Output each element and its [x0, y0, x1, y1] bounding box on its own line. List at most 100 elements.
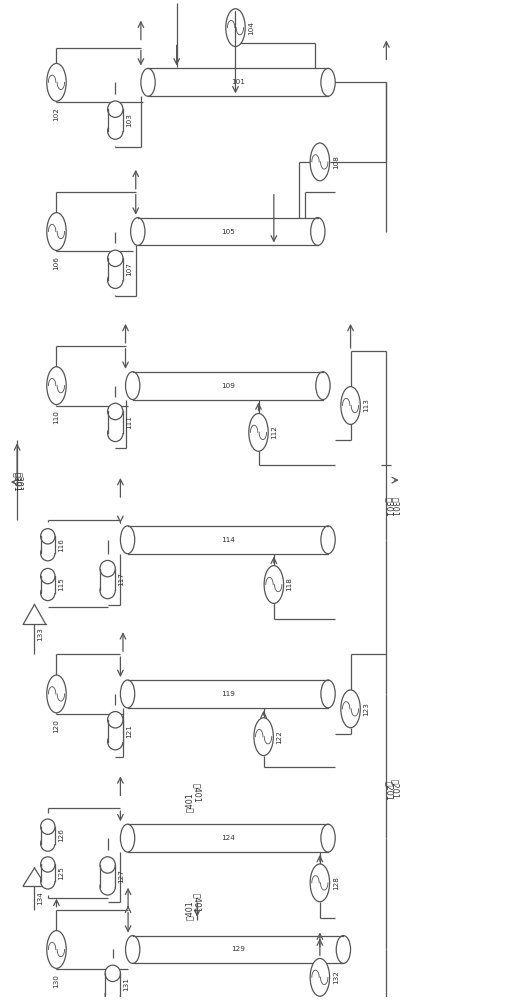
Bar	[128, 680, 328, 708]
Text: 130: 130	[53, 974, 59, 988]
Text: 133: 133	[38, 627, 43, 641]
Text: 至401: 至401	[185, 792, 193, 812]
Ellipse shape	[108, 272, 123, 288]
Text: 124: 124	[221, 835, 235, 841]
Circle shape	[226, 9, 245, 47]
Text: 126: 126	[58, 828, 64, 842]
Ellipse shape	[41, 836, 55, 851]
Text: 117: 117	[118, 573, 125, 586]
Text: 108: 108	[332, 155, 339, 169]
Text: 129: 129	[231, 946, 245, 952]
Text: 134: 134	[38, 891, 43, 905]
Ellipse shape	[41, 585, 55, 601]
Ellipse shape	[120, 824, 135, 852]
Ellipse shape	[105, 965, 120, 982]
Ellipse shape	[100, 879, 115, 895]
Bar	[100, 569, 115, 590]
Circle shape	[341, 387, 360, 424]
Text: 132: 132	[332, 970, 339, 984]
Text: 103: 103	[126, 113, 132, 127]
Ellipse shape	[321, 824, 335, 852]
Text: 至301: 至301	[385, 497, 393, 517]
Text: 112: 112	[271, 425, 277, 439]
Text: 104: 104	[248, 21, 254, 35]
Bar	[41, 827, 55, 844]
Circle shape	[249, 413, 268, 451]
Text: 至301: 至301	[14, 472, 23, 492]
Circle shape	[254, 718, 273, 756]
Bar	[108, 720, 123, 742]
Ellipse shape	[108, 425, 123, 442]
Ellipse shape	[321, 526, 335, 554]
Text: 128: 128	[332, 876, 339, 890]
Text: 至401: 至401	[193, 783, 202, 803]
Text: 至201: 至201	[390, 779, 399, 798]
Circle shape	[341, 690, 360, 728]
Ellipse shape	[41, 857, 55, 872]
Ellipse shape	[105, 987, 120, 1000]
Ellipse shape	[126, 936, 140, 963]
Bar	[105, 973, 120, 995]
Ellipse shape	[321, 68, 335, 96]
Ellipse shape	[108, 712, 123, 728]
Bar	[138, 218, 318, 245]
Ellipse shape	[131, 218, 145, 245]
Text: 114: 114	[221, 537, 235, 543]
Text: 127: 127	[118, 869, 125, 883]
Text: 106: 106	[53, 256, 59, 270]
Bar	[148, 68, 328, 96]
Ellipse shape	[108, 733, 123, 750]
Text: 122: 122	[277, 730, 282, 744]
Circle shape	[310, 143, 330, 181]
Bar	[133, 372, 323, 400]
Text: 120: 120	[53, 719, 59, 733]
Text: 113: 113	[363, 399, 369, 412]
Text: 115: 115	[58, 578, 64, 591]
Text: 至201: 至201	[385, 781, 393, 800]
Text: 110: 110	[53, 410, 59, 424]
Ellipse shape	[120, 680, 135, 708]
Bar	[41, 576, 55, 593]
Circle shape	[47, 213, 66, 250]
Bar	[41, 864, 55, 881]
Text: 102: 102	[53, 107, 59, 121]
Circle shape	[47, 931, 66, 968]
Text: 105: 105	[221, 229, 235, 234]
Text: 至401: 至401	[185, 900, 193, 920]
Ellipse shape	[100, 582, 115, 599]
Bar	[100, 865, 115, 887]
Bar	[108, 109, 123, 131]
Ellipse shape	[41, 819, 55, 834]
Text: 至301: 至301	[390, 497, 399, 517]
Ellipse shape	[41, 568, 55, 584]
Text: 118: 118	[286, 578, 293, 591]
Text: 121: 121	[126, 724, 132, 738]
Text: 至401: 至401	[193, 893, 202, 913]
Text: 119: 119	[221, 691, 235, 697]
Text: 123: 123	[363, 702, 369, 716]
Bar	[128, 824, 328, 852]
Ellipse shape	[41, 546, 55, 561]
Ellipse shape	[321, 680, 335, 708]
Ellipse shape	[126, 372, 140, 400]
Ellipse shape	[108, 403, 123, 420]
Text: 131: 131	[124, 977, 129, 991]
Text: 107: 107	[126, 262, 132, 276]
Text: 109: 109	[221, 383, 235, 389]
Ellipse shape	[141, 68, 155, 96]
Ellipse shape	[336, 936, 351, 963]
Ellipse shape	[41, 874, 55, 889]
Ellipse shape	[100, 560, 115, 577]
Ellipse shape	[108, 101, 123, 117]
Ellipse shape	[311, 218, 325, 245]
Circle shape	[310, 864, 330, 902]
Bar	[41, 536, 55, 553]
Ellipse shape	[316, 372, 330, 400]
Bar	[128, 526, 328, 554]
Text: 111: 111	[126, 415, 132, 429]
Ellipse shape	[120, 526, 135, 554]
Ellipse shape	[100, 857, 115, 873]
Text: 101: 101	[231, 79, 245, 85]
Text: 116: 116	[58, 538, 64, 552]
Text: 至301: 至301	[12, 472, 22, 492]
